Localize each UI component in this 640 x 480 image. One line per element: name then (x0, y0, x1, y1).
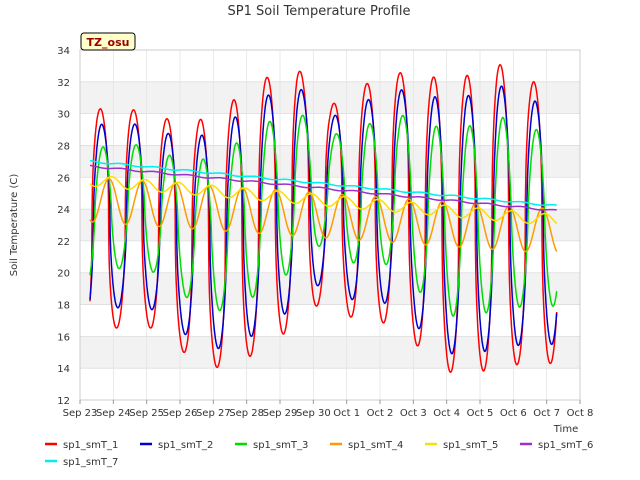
series-line-sp1_smT_7 (89, 159, 558, 206)
x-axis-label: Time (553, 424, 578, 435)
x-tick-label: Oct 6 (500, 408, 527, 419)
y-tick-label: 20 (57, 269, 70, 280)
plot-band (80, 336, 580, 369)
y-tick-label: 18 (57, 301, 70, 312)
legend-label-sp1_smT_2: sp1_smT_2 (158, 440, 213, 451)
y-tick-label: 28 (57, 141, 70, 152)
tz-badge-text: TZ_osu (87, 36, 130, 49)
plot-area-border (79, 49, 581, 401)
x-tick-label: Sep 30 (296, 408, 331, 419)
x-tick-label: Sep 23 (63, 408, 98, 419)
legend: sp1_smT_1 sp1_smT_2 sp1_smT_3 sp1_smT_4 sp1_… (45, 440, 593, 468)
legend-label-sp1_smT_7: sp1_smT_7 (63, 457, 118, 468)
tz-badge-box (80, 32, 136, 51)
legend-label-sp1_smT_6: sp1_smT_6 (538, 440, 593, 451)
x-tick-label: Sep 27 (196, 408, 231, 419)
x-tick-label: Sep 26 (163, 408, 198, 419)
y-tick-label: 30 (57, 110, 70, 121)
x-tick-label: Oct 8 (567, 408, 594, 419)
x-tick-label: Sep 24 (96, 408, 131, 419)
x-tick-label: Oct 2 (367, 408, 394, 419)
y-tick-label: 32 (57, 78, 70, 89)
y-tick-label: 24 (57, 205, 70, 216)
legend-label-sp1_smT_3: sp1_smT_3 (253, 440, 308, 451)
series-line-sp1_smT_2 (89, 85, 558, 355)
y-tick-label: 22 (57, 237, 70, 248)
legend-label-sp1_smT_5: sp1_smT_5 (443, 440, 498, 451)
y-tick-label: 34 (57, 46, 70, 57)
y-tick-label: 26 (57, 173, 70, 184)
series-line-sp1_smT_5 (89, 175, 558, 225)
plot-band (80, 209, 580, 241)
x-tick-label: Oct 5 (467, 408, 494, 419)
tz-badge: TZ_osu (80, 32, 136, 51)
x-tick-label: Oct 1 (333, 408, 360, 419)
series-layer (89, 64, 558, 373)
y-axis-label: Soil Temperature (C) (9, 174, 20, 277)
plot-band (80, 272, 580, 305)
y-tick-label: 12 (57, 396, 70, 407)
series-line-sp1_smT_3 (89, 114, 558, 317)
x-tick-label: Sep 25 (129, 408, 164, 419)
y-axis-ticks: 12 14 16 18 20 22 24 26 28 30 32 34 (57, 46, 70, 407)
x-tick-label: Oct 4 (433, 408, 460, 419)
legend-label-sp1_smT_4: sp1_smT_4 (348, 440, 403, 451)
series-line-sp1_smT_6 (89, 164, 558, 211)
chart-title: SP1 Soil Temperature Profile (228, 4, 411, 19)
x-tick-label: Oct 3 (400, 408, 427, 419)
x-tick-label: Sep 28 (229, 408, 264, 419)
y-tick-label: 14 (57, 364, 70, 375)
legend-label-sp1_smT_1: sp1_smT_1 (63, 440, 118, 451)
x-tick-label: Sep 29 (263, 408, 298, 419)
x-tick-label: Oct 7 (533, 408, 560, 419)
y-tick-label: 16 (57, 332, 70, 343)
